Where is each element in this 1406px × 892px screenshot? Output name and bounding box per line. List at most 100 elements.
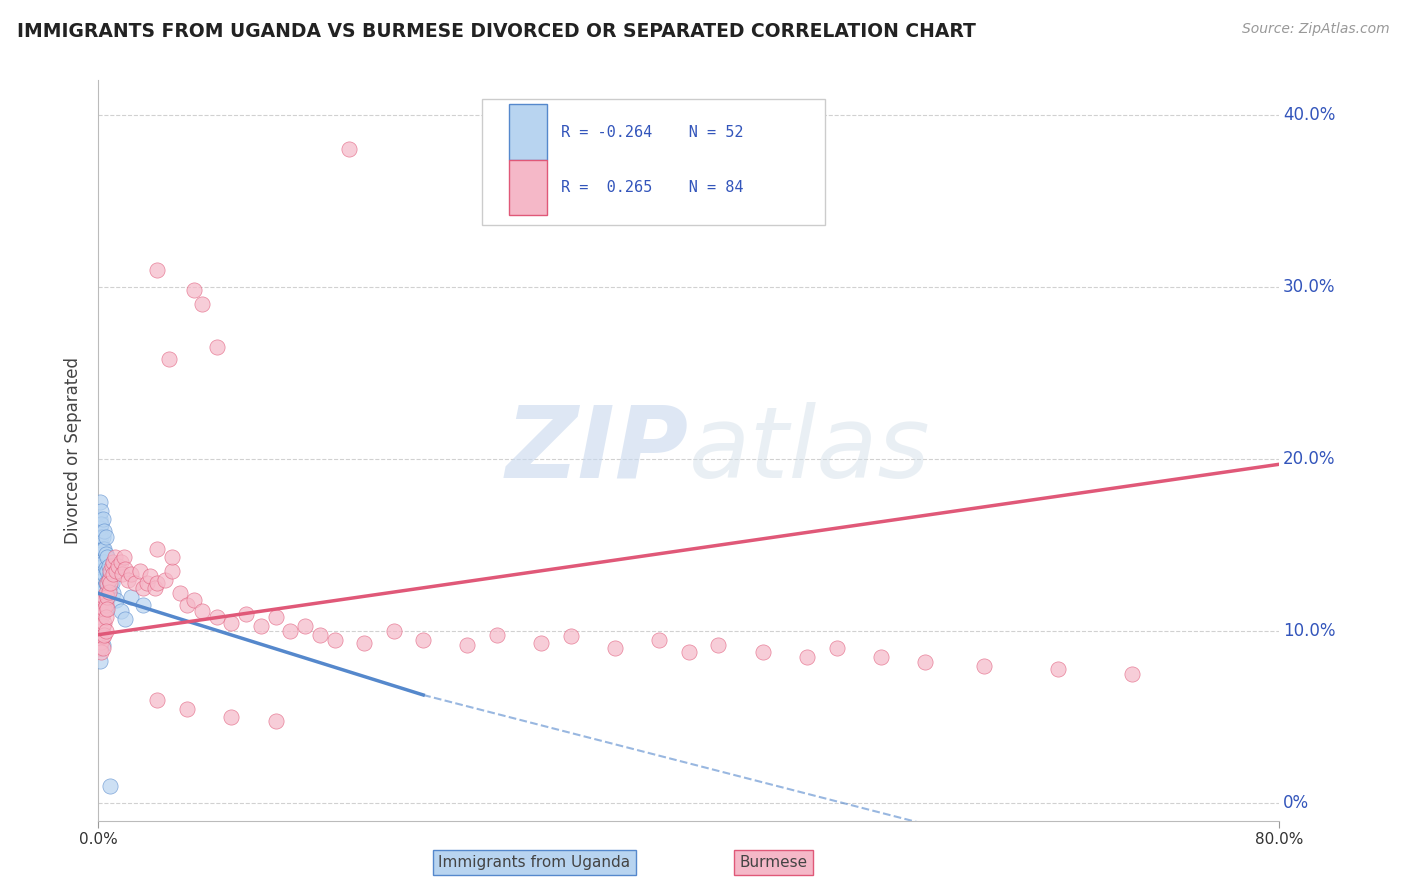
Point: [146, 541, 169, 556]
Point: [605, 641, 627, 656]
FancyBboxPatch shape: [509, 104, 547, 160]
Point: [648, 632, 671, 647]
Point: [90, 599, 112, 613]
Point: [90, 564, 112, 578]
Point: [91, 607, 114, 621]
Point: [96, 591, 118, 606]
Text: 30.0%: 30.0%: [1284, 278, 1336, 296]
Point: [530, 636, 553, 650]
Point: [89, 653, 111, 667]
Point: [294, 619, 316, 633]
Point: [91, 619, 114, 633]
Point: [93, 604, 115, 618]
Point: [91, 558, 114, 573]
Point: [128, 564, 150, 578]
Text: ZIP: ZIP: [506, 402, 689, 499]
FancyBboxPatch shape: [509, 160, 547, 215]
Point: [280, 624, 302, 639]
Text: Immigrants from Uganda: Immigrants from Uganda: [439, 855, 630, 870]
Point: [90, 547, 112, 561]
Point: [457, 638, 479, 652]
Text: IMMIGRANTS FROM UGANDA VS BURMESE DIVORCED OR SEPARATED CORRELATION CHART: IMMIGRANTS FROM UGANDA VS BURMESE DIVORC…: [17, 22, 976, 41]
Point: [183, 593, 205, 607]
Point: [91, 581, 114, 595]
Point: [96, 578, 118, 592]
Point: [91, 512, 114, 526]
Point: [94, 576, 117, 591]
Point: [98, 779, 121, 793]
Point: [114, 562, 136, 576]
Point: [94, 530, 117, 544]
Point: [114, 612, 136, 626]
Point: [205, 340, 228, 354]
Point: [104, 550, 127, 565]
Point: [309, 628, 332, 642]
Point: [221, 615, 243, 630]
Point: [796, 650, 818, 665]
Point: [94, 560, 117, 574]
Point: [323, 632, 346, 647]
Text: 40.0%: 40.0%: [1284, 106, 1336, 124]
Point: [93, 541, 115, 556]
Point: [221, 710, 243, 724]
Point: [91, 590, 114, 604]
Y-axis label: Divorced or Separated: Divorced or Separated: [65, 357, 83, 544]
Point: [339, 142, 361, 156]
Point: [93, 602, 115, 616]
Point: [98, 579, 121, 593]
Point: [153, 573, 176, 587]
Point: [98, 564, 121, 578]
Point: [89, 607, 111, 621]
Point: [100, 558, 122, 573]
Point: [90, 538, 112, 552]
Point: [112, 550, 135, 565]
Point: [183, 283, 205, 297]
Text: atlas: atlas: [689, 402, 931, 499]
Point: [90, 504, 112, 518]
Point: [191, 604, 214, 618]
Point: [93, 555, 115, 569]
Point: [94, 610, 117, 624]
Point: [176, 702, 198, 716]
Point: [162, 550, 183, 565]
Point: [250, 619, 273, 633]
Point: [90, 645, 112, 659]
Point: [94, 547, 117, 561]
Point: [93, 590, 115, 604]
Point: [93, 628, 115, 642]
Point: [96, 550, 118, 565]
Point: [94, 624, 117, 639]
Text: 10.0%: 10.0%: [1284, 623, 1336, 640]
Point: [93, 524, 115, 539]
Point: [707, 638, 730, 652]
Point: [870, 650, 893, 665]
Point: [973, 658, 995, 673]
Point: [136, 576, 159, 591]
Point: [105, 564, 128, 578]
Point: [146, 262, 169, 277]
Point: [107, 558, 129, 573]
Point: [97, 586, 120, 600]
Point: [752, 645, 775, 659]
Point: [90, 555, 112, 569]
Point: [97, 558, 120, 573]
Point: [120, 590, 142, 604]
Point: [98, 567, 121, 582]
Point: [89, 619, 111, 633]
Text: Source: ZipAtlas.com: Source: ZipAtlas.com: [1241, 22, 1389, 37]
Point: [93, 615, 115, 630]
Point: [146, 576, 169, 591]
Point: [93, 567, 115, 582]
Point: [89, 631, 111, 645]
Point: [100, 576, 122, 591]
Point: [90, 530, 112, 544]
Point: [89, 530, 111, 544]
Text: 20.0%: 20.0%: [1284, 450, 1336, 468]
Point: [97, 573, 120, 587]
Point: [124, 576, 146, 591]
Point: [90, 634, 112, 648]
Point: [146, 693, 169, 707]
Point: [94, 599, 117, 613]
Point: [90, 610, 112, 624]
Text: Burmese: Burmese: [740, 855, 807, 870]
